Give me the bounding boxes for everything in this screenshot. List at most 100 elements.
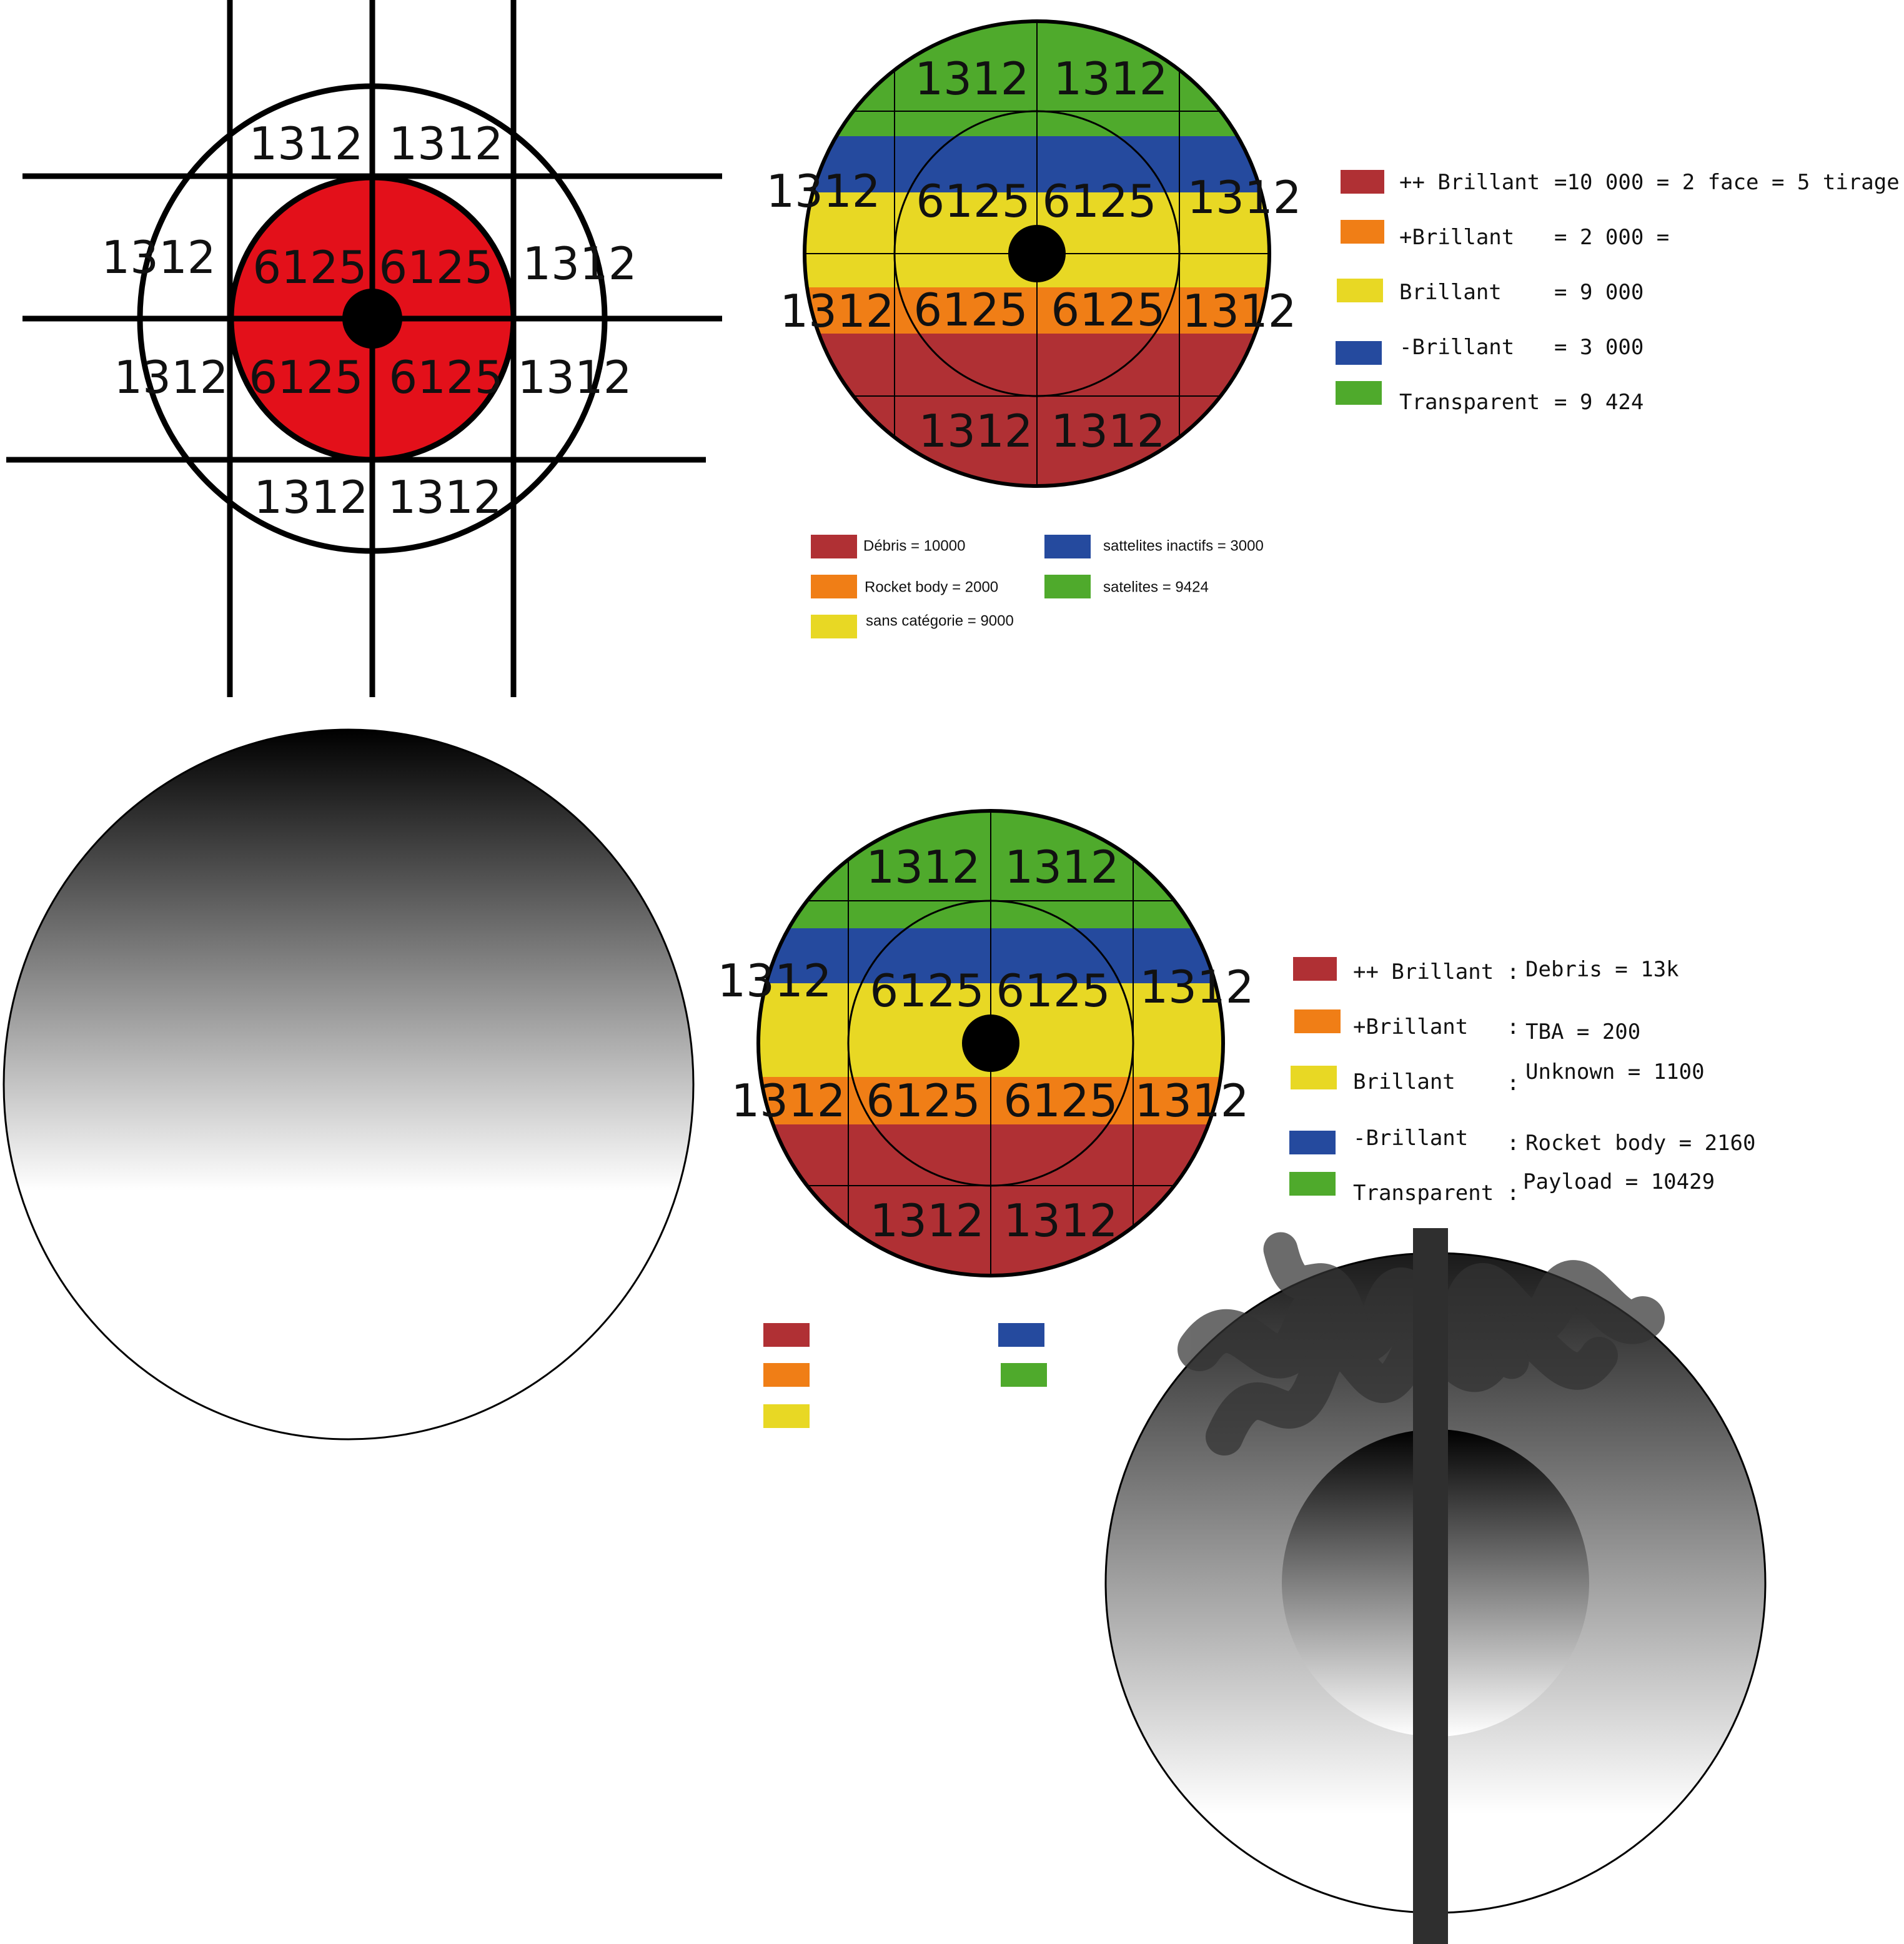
wheel-outer-value: 1312 [731,1074,845,1127]
wheel-inner-value: 6125 [866,1074,980,1127]
wheel-outer-value: 1312 [1134,1074,1249,1127]
legend-value: Debris = 13k [1525,957,1679,982]
target-outer-value: 1312 [389,117,503,170]
wheel-outer-value: 1312 [766,165,880,217]
legend-label: +Brillant [1353,1014,1468,1039]
wheel-outer-value: 1312 [918,405,1033,457]
legend-swatch [811,535,857,558]
legend-swatch [1289,1172,1336,1196]
wheel-inner-value: 6125 [1051,284,1165,336]
brightness-wheel-bottom: 1312 1312 1312 1312 1312 1312 1312 1312 … [717,809,1254,1277]
legend-value: TBA = 200 [1525,1019,1640,1044]
target-outer-value: 1312 [114,351,228,404]
target-outer-value: 1312 [249,117,363,170]
legend-value: Payload = 10429 [1523,1169,1715,1194]
wheel-outer-value: 1312 [915,52,1029,105]
legend-separator: : [1507,1071,1519,1096]
legend-label: sattelites inactifs = 3000 [1103,538,1264,555]
legend-swatch [1044,575,1091,598]
legend-swatch [1337,279,1383,302]
legend-separator: : [1507,1181,1519,1206]
legend-label: satelites = 9424 [1103,579,1209,596]
legend-label: -Brillant [1353,1126,1468,1151]
brightness-legend-top: ++ Brillant =10 000 = 2 face = 5 tirage … [1336,170,1900,415]
target-inner-value: 6125 [389,351,503,404]
target-inner-value: 6125 [249,351,363,404]
legend-value: = 9 424 [1554,390,1644,415]
legend-value: = 3 000 [1554,335,1644,360]
legend-value: =10 000 = 2 face = 5 tirage [1554,170,1900,195]
legend-row: +Brillant = 2 000 = [1341,220,1669,250]
legend-row: ++ Brillant : Debris = 13k [1293,957,1679,984]
wheel-center-dot [1008,225,1066,282]
swatch [1001,1363,1047,1387]
wheel-inner-value: 6125 [996,965,1110,1017]
swatch [763,1404,810,1428]
gradient-disk [2,728,695,1441]
target-outer-value: 1312 [254,471,368,523]
band-transparent [758,811,1223,930]
legend-label: -Brillant [1399,335,1514,360]
legend-swatch [811,575,857,598]
target-inner-value: 6125 [379,241,493,294]
legend-label: Brillant [1353,1069,1455,1094]
wheel-outer-value: 1312 [1187,171,1301,224]
wheel-outer-value: 1312 [1003,1194,1118,1247]
legend-swatch [811,615,857,638]
legend-row: Brillant = 9 000 [1337,279,1644,305]
legend-label: ++ Brillant [1353,960,1494,984]
brightness-legend-bottom: ++ Brillant : Debris = 13k +Brillant : T… [1289,957,1755,1206]
wheel-outer-value: 1312 [780,285,894,337]
wheel-outer-value: 1312 [1182,285,1296,337]
legend-label: Rocket body = 2000 [865,579,998,596]
legend-label: sans catégorie = 9000 [866,613,1014,630]
legend-swatch [1293,957,1337,981]
legend-value: = 9 000 [1554,280,1644,305]
target-outer-value: 1312 [387,471,502,523]
legend-swatch [1336,381,1382,405]
vertical-bar [1413,1228,1448,1944]
legend-swatch [1336,341,1382,365]
legend-swatch [1044,535,1091,558]
legend-row: -Brillant = 3 000 [1336,335,1644,365]
wheel-outer-value: 1312 [866,841,980,893]
wheel-inner-value: 6125 [913,284,1028,336]
legend-swatch [1289,1131,1336,1154]
legend-swatch [1294,1009,1341,1033]
wheel-outer-ring [803,19,1271,488]
legend-swatch [1341,170,1384,194]
wheel-outer-value: 1312 [1053,52,1168,105]
wheel-inner-ring [893,110,1181,397]
legend-label: Brillant [1399,280,1502,305]
legend-label: Débris = 10000 [863,538,965,555]
wheel-inner-value: 6125 [1003,1074,1118,1127]
wheel-inner-ring [847,900,1134,1187]
swatch [763,1323,810,1347]
wheel-outer-value: 1312 [717,955,831,1007]
wheel-outer-value: 1312 [1139,961,1254,1013]
brightness-wheel-top: 1312 1312 1312 1312 1312 1312 1312 1312 … [766,19,1302,488]
legend-row: +Brillant : TBA = 200 [1294,1009,1640,1044]
swatch [763,1363,810,1387]
wheel-inner-value: 6125 [916,175,1030,227]
wheel-inner-value: 6125 [870,965,984,1017]
target-outer-value: 1312 [101,231,216,284]
legend-value: Unknown = 1100 [1525,1059,1705,1084]
legend-row: Brillant : Unknown = 1100 [1291,1059,1705,1096]
empty-swatches [763,1323,1047,1428]
target-outer-value: 1312 [517,351,632,404]
legend-separator: : [1507,960,1519,984]
wheel-outer-value: 1312 [1051,405,1165,457]
wheel-center-dot [962,1014,1019,1072]
wheel-outer-ring [756,809,1225,1277]
wheel-outer-value: 1312 [870,1194,984,1247]
legend-value: = 2 000 = [1554,225,1669,250]
wheel-outer-value: 1312 [1004,841,1119,893]
legend-row: Transparent = 9 424 [1336,381,1644,415]
legend-value: Rocket body = 2160 [1525,1131,1755,1156]
legend-label: Transparent [1399,390,1540,415]
swatch [998,1323,1044,1347]
legend-swatch [1341,220,1384,244]
legend-row: ++ Brillant =10 000 = 2 face = 5 tirage [1341,170,1900,195]
